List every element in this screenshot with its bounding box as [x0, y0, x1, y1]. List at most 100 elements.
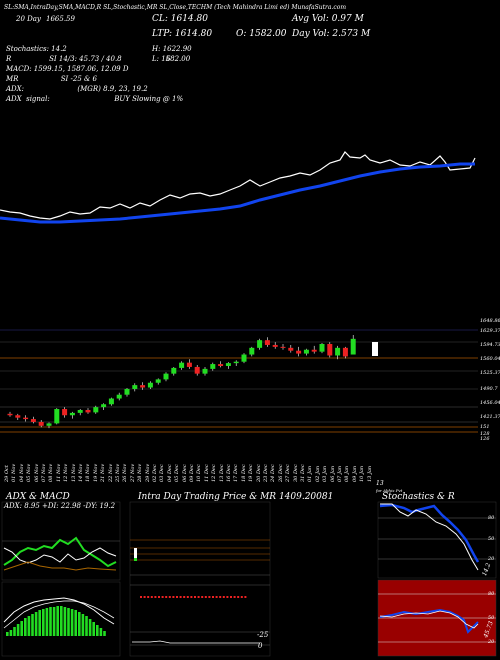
intraday-mr-value: -25 — [257, 631, 269, 639]
macd-bar — [27, 616, 31, 636]
macd-bar — [74, 610, 77, 636]
mr-readout: MR SI -25 & 6 — [6, 75, 97, 83]
price-axis-label: 1648.86 — [480, 318, 500, 324]
intraday-dot — [190, 596, 193, 598]
candle-body — [179, 362, 185, 368]
candle-body — [46, 423, 52, 426]
candle-body — [303, 349, 309, 354]
candle-body — [272, 344, 278, 347]
candle-body — [218, 364, 224, 366]
candle-body — [311, 349, 317, 352]
stoch-d-line — [380, 503, 479, 571]
ltp-label: LTP: 1614.80 — [152, 29, 213, 39]
macd-bar — [78, 612, 81, 636]
macd-histogram — [6, 606, 106, 636]
candle-body — [194, 366, 200, 374]
tick-label: 50 — [488, 615, 495, 621]
intraday-dot — [158, 596, 160, 598]
tick-label: 80 — [488, 515, 495, 521]
tick-label: 50 — [488, 536, 495, 542]
intraday-dot — [240, 596, 243, 598]
macd-bar — [63, 607, 67, 636]
candle-body — [186, 362, 192, 367]
intraday-dot — [165, 596, 168, 598]
intraday-mr-line — [132, 640, 260, 644]
sma-line — [0, 162, 475, 224]
intraday-dot — [208, 596, 211, 598]
intraday-dot — [194, 596, 196, 598]
candle-body — [30, 419, 36, 422]
macd-bar — [67, 608, 70, 636]
price-axis-label: 1525.37 — [480, 370, 500, 376]
intraday-dot — [197, 596, 200, 598]
candle-body — [342, 347, 348, 357]
day-value: 1665.59 — [46, 15, 75, 23]
candle-body — [116, 394, 122, 399]
price-axis-label: 1490.7 — [480, 386, 498, 392]
intraday-dot — [222, 596, 225, 598]
intraday-dot — [183, 596, 186, 598]
rsi-line-white — [379, 610, 479, 629]
macd-line — [3, 597, 115, 625]
macd-bar — [16, 624, 20, 636]
rsi-readout: R SI 14/3: 45.73 / 40.8 6 — [6, 55, 171, 63]
intraday-dot — [179, 596, 182, 598]
day-vol-label: Day Vol: 2.573 M — [292, 29, 371, 39]
intraday-dot — [226, 596, 229, 598]
intraday-dot — [204, 596, 207, 598]
intraday-zero: 0 — [258, 642, 263, 650]
low-label: L: 1582.00 — [152, 55, 191, 63]
candle-body — [257, 340, 263, 348]
macd-bar — [9, 630, 13, 636]
intraday-dot — [168, 596, 171, 598]
intraday-dot — [244, 596, 247, 598]
intraday-dot — [233, 596, 236, 598]
intraday-dot — [172, 596, 175, 598]
intraday-dot — [140, 596, 142, 598]
macd-bar — [52, 607, 56, 636]
price-axis-label: 1421.37 — [480, 414, 500, 420]
candle-body — [163, 373, 169, 380]
minus-di-line — [3, 547, 117, 564]
header-top-line: SL:SMA,IntraDay,SMA,MACD,R SL,Stochastic… — [4, 4, 347, 11]
adx-line — [3, 561, 117, 571]
candle-body — [7, 413, 13, 416]
candle-body — [210, 364, 216, 369]
candle-body — [85, 410, 91, 413]
price-axis-label: 1456.04 — [480, 400, 500, 406]
candle-body — [77, 410, 83, 413]
stoch-panel-title: Stochastics & R SI — [382, 492, 500, 502]
intraday-dot — [212, 596, 214, 598]
stochastics-readout: Stochastics: 14.2 — [6, 45, 67, 53]
macd-bar — [88, 619, 92, 636]
candle-body — [124, 388, 130, 395]
intraday-price-dots — [140, 596, 247, 598]
price-grid — [0, 329, 478, 433]
adx-panel-title: ADX & MACD — [6, 492, 70, 502]
price-axis-label: 126 — [480, 436, 490, 442]
intraday-dot — [186, 596, 189, 598]
tick-label: 20 — [488, 556, 495, 562]
candle-body — [350, 338, 356, 355]
candle-body — [171, 367, 177, 374]
candle-body — [335, 347, 341, 356]
candle-body — [108, 398, 114, 405]
plus-di-line — [3, 536, 117, 568]
adx-values: ADX: 8.95 +DI: 22.98 -DY: 19.2 — [4, 502, 116, 510]
macd-bar — [13, 627, 16, 636]
macd-bar — [92, 622, 95, 636]
candle-body — [296, 350, 302, 354]
candle-body — [225, 363, 231, 366]
price-axis-label: 151 — [480, 424, 490, 430]
candle-body — [264, 340, 270, 345]
intraday-dot — [176, 596, 178, 598]
macd-bar — [49, 607, 52, 636]
tick-label: 20 — [488, 639, 495, 645]
date-axis-extra: 13 — [376, 480, 384, 487]
macd-bar — [42, 609, 45, 636]
close-label: CL: 1614.80 — [152, 14, 208, 24]
candle-body — [319, 344, 325, 352]
